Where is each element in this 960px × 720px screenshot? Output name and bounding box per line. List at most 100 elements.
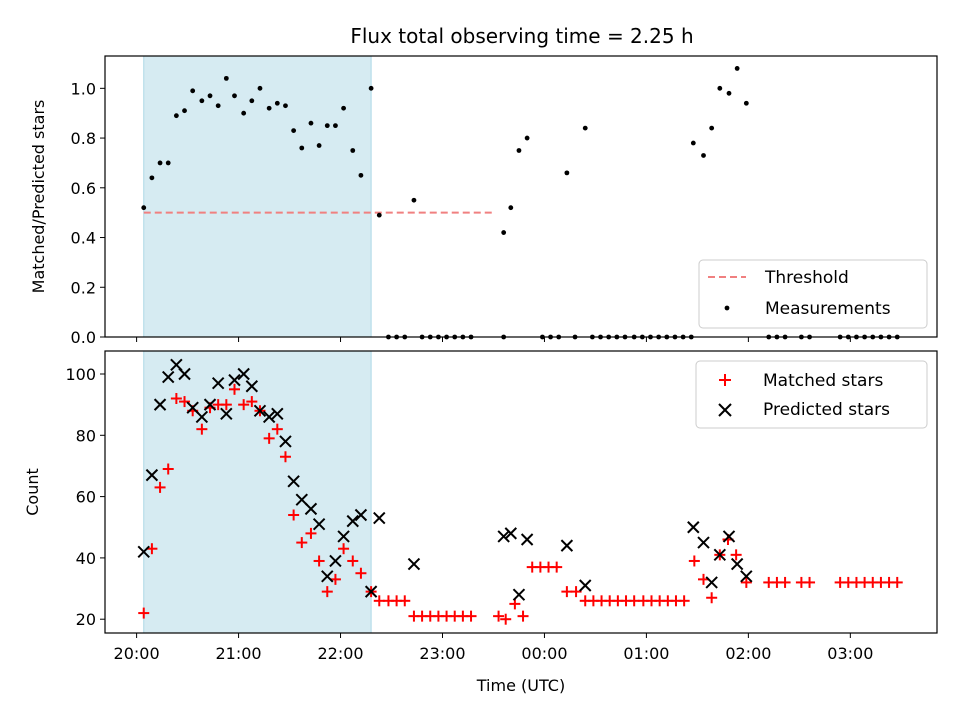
- measurement-point: [501, 230, 507, 235]
- matched-star-point: [570, 586, 582, 598]
- bottom-legend-box: [695, 360, 928, 429]
- matched-star-point: [730, 549, 742, 561]
- measurement-point: [350, 148, 356, 153]
- measurement-point: [173, 113, 179, 119]
- predicted-star-point: [321, 570, 334, 583]
- measurement-point: [291, 128, 297, 134]
- matched-star-point: [355, 567, 367, 579]
- predicted-star-point: [520, 533, 534, 546]
- bottom-y-tick-label: 100: [65, 365, 96, 384]
- bottom-highlight-span: [143, 350, 372, 634]
- matched-star-point: [551, 561, 563, 573]
- predicted-star-point: [713, 548, 727, 562]
- predicted-star-point: [579, 579, 592, 592]
- top-y-axis-label: Matched/Predicted stars: [29, 100, 48, 294]
- predicted-star-point: [279, 435, 292, 448]
- matched-star-point: [500, 613, 512, 625]
- matched-star-point: [493, 610, 505, 622]
- measurement-point: [199, 98, 205, 104]
- top-highlight-span: [143, 55, 372, 338]
- matched-star-point: [347, 555, 359, 567]
- matched-star-point: [517, 610, 529, 622]
- predicted-star-point: [195, 410, 209, 424]
- measurement-point: [324, 123, 330, 129]
- matched-star-point: [678, 595, 690, 607]
- bottom-panel: 20 40 60 80 100 20:00 21:00 22:00 23:00 00:00 01:…: [23, 350, 938, 695]
- matched-legend-swatch: [719, 374, 731, 386]
- predicted-star-point: [245, 380, 259, 393]
- predicted-star-point: [329, 554, 342, 568]
- measurement-point: [358, 172, 364, 178]
- measurement-point: [582, 125, 588, 131]
- matched-star-point: [305, 527, 317, 539]
- predicted-star-point: [228, 373, 241, 387]
- predicted-star-point: [312, 517, 326, 531]
- top-y-tick-label: 1.0: [71, 79, 96, 98]
- predicted-star-point: [237, 367, 250, 381]
- predicted-star-point: [186, 401, 199, 414]
- measurement-point: [223, 75, 229, 81]
- predicted-star-point: [497, 530, 510, 543]
- measurement-point: [564, 170, 570, 176]
- predicted-star-point: [295, 493, 308, 506]
- matched-star-point: [271, 423, 283, 435]
- x-tick-label: 21:00: [216, 644, 262, 663]
- predicted-star-point: [162, 370, 175, 384]
- bottom-y-tick-label: 60: [76, 488, 96, 507]
- predicted-star-point: [373, 511, 386, 525]
- matched-star-point: [561, 586, 573, 598]
- top-y-tick-label: 0.2: [71, 278, 96, 297]
- measurement-point: [376, 212, 382, 218]
- measurement-point: [524, 135, 530, 141]
- measurement-point: [249, 98, 255, 104]
- matched-star-point: [162, 463, 174, 475]
- predicted-star-point: [364, 585, 378, 598]
- predicted-star-point: [178, 367, 191, 381]
- bottom-y-tick-label: 40: [76, 549, 96, 568]
- measurements-legend-swatch: [724, 305, 730, 311]
- top-y-tick-label: 0.0: [71, 328, 96, 347]
- predicted-star-point: [220, 407, 233, 421]
- predicted-legend-label: Predicted stars: [763, 400, 890, 420]
- measurement-point: [333, 123, 338, 129]
- bottom-y-axis-label: Count: [23, 468, 42, 516]
- matched-star-point: [138, 607, 150, 619]
- measurement-point: [709, 125, 715, 131]
- matched-star-point: [220, 399, 232, 411]
- top-y-tick-label: 0.6: [71, 179, 96, 198]
- matched-star-point: [179, 396, 191, 408]
- matched-star-point: [373, 595, 385, 607]
- matched-star-point: [465, 610, 477, 622]
- predicted-star-point: [271, 407, 284, 421]
- measurement-point: [207, 93, 213, 99]
- measurement-point: [411, 197, 417, 203]
- measurement-point: [215, 103, 221, 109]
- bottom-y-tick-label: 80: [76, 426, 96, 445]
- measurement-point: [190, 88, 196, 94]
- top-y-tick-label: 0.8: [71, 129, 96, 148]
- matched-star-point: [313, 555, 325, 567]
- matched-star-point: [688, 555, 700, 567]
- top-axes-frame: [104, 55, 938, 338]
- top-legend-box: [698, 259, 928, 329]
- measurement-point: [743, 100, 749, 106]
- predicted-star-point: [512, 588, 526, 601]
- matched-star-point: [628, 595, 640, 607]
- top-y-tick-label: 0.4: [71, 229, 96, 248]
- x-tick-label: 03:00: [827, 644, 873, 663]
- matched-star-point: [740, 576, 752, 588]
- measurement-point: [701, 153, 706, 158]
- measurement-point: [141, 205, 147, 211]
- top-panel: 0.0 0.2 0.4 0.6 0.8 1.0 Matched/Predicted sta…: [29, 55, 938, 347]
- measurement-point: [232, 93, 237, 99]
- measurement-point: [368, 85, 374, 91]
- measurement-point: [299, 145, 305, 151]
- predicted-star-point: [346, 514, 359, 528]
- matched-star-point: [246, 396, 258, 408]
- predicted-star-point: [287, 475, 300, 488]
- bottom-y-tick-label: 20: [76, 610, 96, 629]
- measurement-point: [149, 175, 155, 181]
- threshold-legend-label: Threshold: [764, 268, 849, 288]
- predicted-star-point: [560, 539, 574, 552]
- measurement-point: [165, 160, 171, 166]
